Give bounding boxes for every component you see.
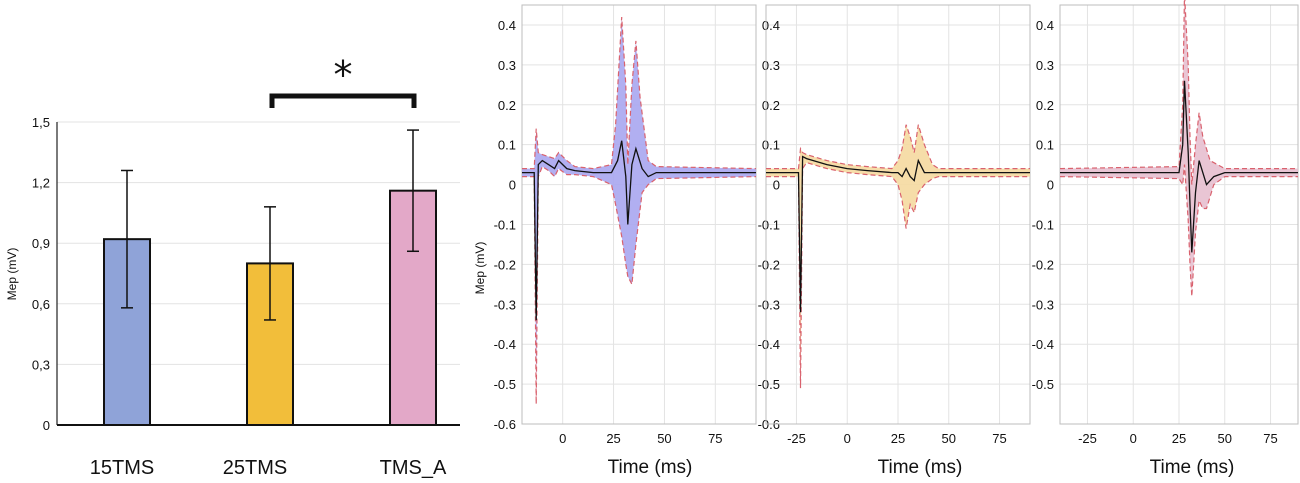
y-tick-label: 0 <box>773 178 780 193</box>
y-tick-label: -0.5 <box>758 377 780 392</box>
waveform-xlabel: Time (ms) <box>1150 457 1235 478</box>
x-tick-label: 50 <box>657 431 671 446</box>
x-tick-label: 75 <box>1263 431 1277 446</box>
y-tick-label: 1,5 <box>32 115 50 130</box>
y-tick-label: 0 <box>509 178 516 193</box>
y-tick-label: -0.5 <box>494 377 516 392</box>
y-tick-label: -0.2 <box>494 257 516 272</box>
lower-bound-line <box>1059 164 1298 297</box>
y-tick-label: -0.5 <box>1032 377 1054 392</box>
bar-ylabel: Mep (mV) <box>5 248 19 301</box>
lower-bound-line <box>522 165 757 405</box>
category-label: 15TMS <box>90 457 154 479</box>
y-tick-label: -0.4 <box>494 337 516 352</box>
y-tick-label: -0.3 <box>1032 297 1054 312</box>
y-tick-label: -0.2 <box>758 257 780 272</box>
upper-bound-line <box>766 124 1030 170</box>
x-tick-label: 25 <box>1172 431 1186 446</box>
waveform-ylabel: Mep (mV) <box>473 242 487 295</box>
y-tick-label: -0.2 <box>1032 257 1054 272</box>
sd-band <box>522 17 756 404</box>
plot-frame <box>1059 4 1299 425</box>
significance-star: * <box>334 53 353 97</box>
y-tick-label: 0.2 <box>762 98 780 113</box>
y-tick-label: 0.4 <box>498 18 516 33</box>
bar-series <box>103 129 437 426</box>
waveform-panel-tms-a: Time (ms) -0.5 -0.4 -0.3 -0.2 -0.1 0 0.1 0.2 0.3… <box>1032 0 1299 478</box>
y-tick-label: -0.3 <box>494 297 516 312</box>
y-tick-label: 0.3 <box>762 58 780 73</box>
x-tick-label: 0 <box>559 431 566 446</box>
bar-x-axis: 15TMS 25TMS TMS_A <box>90 457 447 479</box>
x-tick-label: 25 <box>606 431 620 446</box>
category-label: TMS_A <box>380 457 447 479</box>
y-tick-label: 0.1 <box>498 138 516 153</box>
y-tick-label: 0,6 <box>32 297 50 312</box>
y-tick-label: -0.3 <box>758 297 780 312</box>
y-tick-label: 0,3 <box>32 357 50 372</box>
x-tick-label: 75 <box>708 431 722 446</box>
y-tick-label: -0.4 <box>1032 337 1054 352</box>
y-tick-label: 0.1 <box>1036 138 1054 153</box>
waveform-panel-25tms: Time (ms) -0.6-0.5-0.4-0.3-0.2-0.100.10.… <box>758 4 1031 478</box>
x-tick-label: -25 <box>1078 431 1097 446</box>
y-tick-label: 0.4 <box>1036 18 1054 33</box>
mean-line <box>1060 80 1298 253</box>
y-tick-label: -0.1 <box>758 217 780 232</box>
sd-band <box>766 124 1030 389</box>
y-tick-label: 0 <box>1047 178 1054 193</box>
significance-line <box>269 93 417 108</box>
y-tick-label: -0.6 <box>494 417 516 432</box>
waveform-xlabel: Time (ms) <box>608 457 693 478</box>
y-tick-label: -0.1 <box>494 217 516 232</box>
y-tick-label: 0 <box>43 418 50 433</box>
x-tick-label: 50 <box>1218 431 1232 446</box>
y-tick-label: 1,2 <box>32 176 50 191</box>
mean-line <box>522 140 756 321</box>
x-tick-label: 25 <box>891 431 905 446</box>
bar-chart-panel: Mep (mV) 0 0,3 0,6 0,9 1,2 1,5 15TMS 25TMS TM… <box>5 53 460 479</box>
y-tick-label: -0.1 <box>1032 217 1054 232</box>
y-tick-label: 0.4 <box>762 18 780 33</box>
y-tick-label: 0.2 <box>1036 98 1054 113</box>
y-tick-label: 0.2 <box>498 98 516 113</box>
y-tick-label: 0.3 <box>498 58 516 73</box>
y-tick-label: 0,9 <box>32 236 50 251</box>
plot-frame <box>521 4 757 425</box>
category-label: 25TMS <box>223 457 287 479</box>
waveform-panel-15tms: Mep (mV) Time (ms) -0.6 -0.5 -0.4 -0.3 -0.2 -… <box>473 4 757 478</box>
x-tick-label: 0 <box>1130 431 1137 446</box>
waveform-xlabel: Time (ms) <box>878 457 963 478</box>
lower-bound-line <box>766 161 1030 389</box>
significance-bracket: * <box>269 53 417 108</box>
y-tick-label: -0.4 <box>758 337 780 352</box>
x-tick-label: 0 <box>844 431 851 446</box>
x-tick-label: 50 <box>942 431 956 446</box>
x-tick-label: 75 <box>992 431 1006 446</box>
y-tick-label: 0.3 <box>1036 58 1054 73</box>
mean-line <box>766 155 1030 313</box>
x-tick-label: -25 <box>787 431 806 446</box>
plot-frame <box>765 4 1031 425</box>
y-tick-label: 0.1 <box>762 138 780 153</box>
upper-bound-line <box>1059 0 1298 185</box>
